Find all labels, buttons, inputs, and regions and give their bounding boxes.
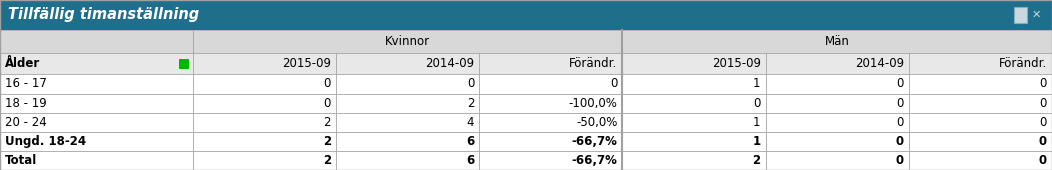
Text: 2: 2	[323, 154, 331, 167]
Bar	[480, 74, 623, 94]
Text: Tillfällig timanställning: Tillfällig timanställning	[8, 7, 199, 22]
Bar	[193, 94, 336, 113]
Bar	[766, 53, 909, 74]
Text: 2014-09: 2014-09	[854, 57, 904, 70]
Text: -66,7%: -66,7%	[571, 154, 618, 167]
Bar	[336, 132, 480, 151]
Bar	[179, 59, 189, 69]
Text: 4: 4	[467, 116, 474, 129]
Bar	[623, 113, 766, 132]
Bar	[623, 151, 766, 170]
Text: 0: 0	[753, 97, 761, 109]
Bar	[623, 74, 766, 94]
Text: 0: 0	[1039, 154, 1047, 167]
Text: 0: 0	[896, 116, 904, 129]
Bar	[0, 132, 193, 151]
Bar	[0, 53, 193, 74]
Text: Förändr.: Förändr.	[569, 57, 618, 70]
Text: -100,0%: -100,0%	[568, 97, 618, 109]
Text: 0: 0	[1039, 116, 1047, 129]
Text: 1: 1	[753, 116, 761, 129]
Bar	[766, 151, 909, 170]
Bar	[909, 53, 1052, 74]
Bar	[480, 151, 623, 170]
Text: Ungd. 18-24: Ungd. 18-24	[5, 135, 86, 148]
Bar	[623, 94, 766, 113]
Text: 2015-09: 2015-09	[282, 57, 331, 70]
Bar	[0, 151, 193, 170]
Text: 0: 0	[610, 78, 618, 90]
Text: 0: 0	[896, 78, 904, 90]
Bar	[193, 132, 336, 151]
Text: 0: 0	[324, 78, 331, 90]
Text: 2015-09: 2015-09	[711, 57, 761, 70]
Bar	[766, 94, 909, 113]
Text: 16 - 17: 16 - 17	[5, 78, 47, 90]
Bar	[909, 151, 1052, 170]
Text: 6: 6	[466, 135, 474, 148]
Text: 0: 0	[895, 135, 904, 148]
Text: 20 - 24: 20 - 24	[5, 116, 46, 129]
Text: 1: 1	[753, 78, 761, 90]
Text: 0: 0	[467, 78, 474, 90]
Text: 0: 0	[324, 97, 331, 109]
Bar	[909, 94, 1052, 113]
Bar	[480, 132, 623, 151]
Bar	[193, 151, 336, 170]
Text: 1: 1	[752, 135, 761, 148]
Bar	[193, 53, 336, 74]
Bar	[0, 94, 193, 113]
Bar	[336, 113, 480, 132]
Text: 0: 0	[1039, 97, 1047, 109]
Bar	[909, 132, 1052, 151]
Bar	[336, 53, 480, 74]
Text: -50,0%: -50,0%	[576, 116, 618, 129]
Bar	[623, 30, 1052, 53]
Text: -66,7%: -66,7%	[571, 135, 618, 148]
Bar	[336, 74, 480, 94]
Bar	[193, 113, 336, 132]
Bar	[766, 74, 909, 94]
Text: 18 - 19: 18 - 19	[5, 97, 46, 109]
Text: 0: 0	[1039, 135, 1047, 148]
Bar	[480, 53, 623, 74]
Bar	[480, 113, 623, 132]
Bar	[336, 94, 480, 113]
Text: Män: Män	[825, 35, 850, 48]
Bar	[766, 113, 909, 132]
Bar	[0, 74, 193, 94]
Bar	[193, 30, 623, 53]
Text: 2: 2	[752, 154, 761, 167]
Text: 2014-09: 2014-09	[425, 57, 474, 70]
Bar	[0, 30, 193, 53]
Bar	[0, 113, 193, 132]
Bar	[623, 132, 766, 151]
Text: Förändr.: Förändr.	[998, 57, 1047, 70]
Text: Ålder: Ålder	[5, 57, 40, 70]
Text: 0: 0	[895, 154, 904, 167]
Bar	[336, 151, 480, 170]
Text: 2: 2	[323, 135, 331, 148]
Text: Total: Total	[5, 154, 37, 167]
Bar	[623, 53, 766, 74]
Bar	[909, 113, 1052, 132]
Bar	[909, 74, 1052, 94]
Text: 0: 0	[1039, 78, 1047, 90]
Text: Kvinnor: Kvinnor	[385, 35, 430, 48]
Bar	[766, 132, 909, 151]
Bar	[0, 0, 1052, 30]
Text: ✕: ✕	[1031, 10, 1040, 20]
Text: 0: 0	[896, 97, 904, 109]
Text: 6: 6	[466, 154, 474, 167]
Bar	[480, 94, 623, 113]
FancyBboxPatch shape	[1014, 7, 1027, 23]
Text: 2: 2	[324, 116, 331, 129]
Text: 2: 2	[467, 97, 474, 109]
Bar	[193, 74, 336, 94]
